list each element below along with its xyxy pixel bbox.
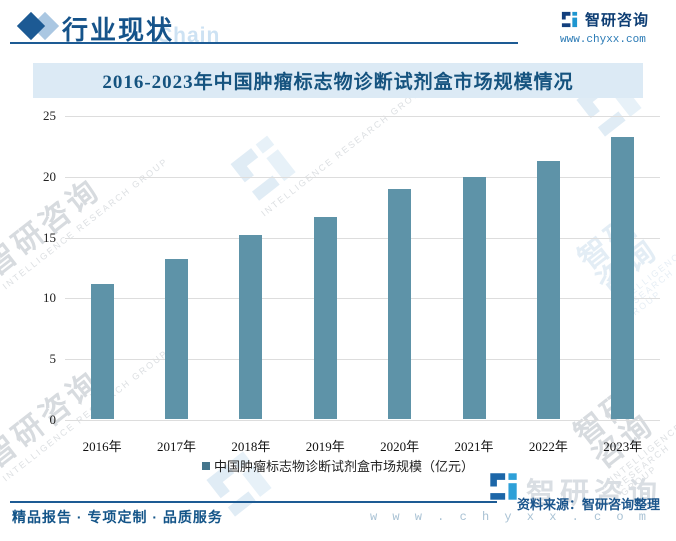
x-tick-label: 2021年: [454, 439, 494, 454]
legend: 中国肿瘤标志物诊断试剂盒市场规模（亿元）: [0, 456, 676, 475]
brand-website: www.chyxx.com: [560, 34, 646, 46]
footer-website: w w w . c h y x x . c o m: [369, 510, 650, 524]
y-tick-label: 10: [43, 290, 56, 306]
brand-name: 智研咨询: [585, 12, 650, 29]
y-tick-label: 15: [43, 229, 56, 245]
gridline: [65, 237, 660, 239]
y-tick-label: 5: [49, 351, 57, 367]
footer-brand-watermark-text: 智研咨询: [526, 478, 663, 510]
gridline: [65, 420, 660, 421]
gridline: [65, 359, 660, 361]
x-tick-label: 2023年: [603, 439, 643, 454]
section-title: 行业现状: [62, 15, 175, 45]
footer-divider: [10, 501, 497, 503]
bar-2021年: [462, 176, 486, 419]
x-tick-label: 2022年: [528, 439, 568, 454]
y-tick-label: 0: [49, 412, 57, 427]
zhiyan-logo-icon: [560, 10, 579, 29]
x-tick-label: 2020年: [380, 439, 420, 454]
bar-2023年: [611, 136, 635, 419]
bar-2022年: [536, 160, 560, 419]
x-tick-label: 2019年: [305, 439, 345, 454]
bar-2017年: [165, 259, 189, 419]
x-tick-label: 2016年: [82, 439, 122, 454]
footer-brand-watermark: 智研咨询: [487, 470, 662, 512]
chart-title: 2016-2023年中国肿瘤标志物诊断试剂盒市场规模情况: [33, 63, 643, 98]
footer-tagline: 精品报告 · 专项定制 · 品质服务: [12, 509, 223, 525]
data-source-note: 资料来源：智研咨询整理: [516, 497, 660, 512]
header-divider: [10, 42, 518, 44]
bar-2016年: [90, 283, 114, 419]
x-tick-label: 2017年: [157, 439, 197, 454]
legend-marker-icon: [201, 461, 210, 470]
gridline: [65, 298, 660, 300]
gridline: [65, 116, 660, 117]
chart-title-text: 2016-2023年中国肿瘤标志物诊断试剂盒市场规模情况: [102, 72, 574, 93]
diamond-icon: [16, 11, 60, 41]
x-tick-label: 2018年: [231, 439, 271, 454]
brand-logo: 智研咨询 www.chyxx.com: [560, 9, 662, 46]
legend-label: 中国肿瘤标志物诊断试剂盒市场规模（亿元）: [213, 459, 474, 474]
y-tick-label: 20: [43, 168, 56, 184]
header-watermark-text: Chain: [157, 24, 221, 47]
gridline: [65, 176, 660, 178]
bar-2020年: [388, 188, 412, 419]
bar-2018年: [239, 235, 263, 419]
bar-2019年: [313, 216, 337, 419]
y-tick-label: 25: [43, 108, 56, 123]
zhiyan-logo-icon: [487, 470, 520, 503]
